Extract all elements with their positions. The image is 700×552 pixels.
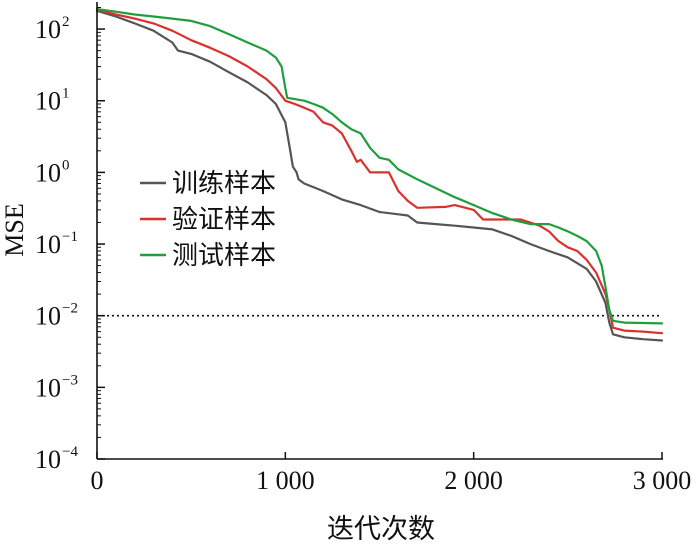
y-tick-label: 10 <box>35 302 61 331</box>
y-tick-label: 10 <box>35 445 61 474</box>
y-axis-title: MSE <box>0 203 29 256</box>
legend-label-2: 验证样本 <box>172 205 276 235</box>
y-tick-exponent: −2 <box>62 301 78 317</box>
x-tick-label: 1 000 <box>256 466 315 495</box>
y-tick-label: 10 <box>35 373 61 402</box>
y-tick-exponent: 0 <box>62 157 70 173</box>
plot-lines <box>95 8 664 342</box>
y-tick-label: 10 <box>35 15 61 44</box>
y-tick-exponent: −4 <box>62 444 78 460</box>
series-line-3 <box>95 8 664 325</box>
x-axis-title: 迭代次数 <box>327 514 435 545</box>
y-tick-label: 10 <box>35 87 61 116</box>
series-line-1 <box>95 9 664 342</box>
x-tick-label: 2 000 <box>444 466 503 495</box>
axes <box>96 2 663 460</box>
x-tick-label: 0 <box>91 466 104 495</box>
y-tick-label: 10 <box>35 230 61 259</box>
y-tick-exponent: −3 <box>62 372 78 388</box>
legend-label-1: 训练样本 <box>172 169 276 199</box>
x-tick-label: 3 000 <box>633 466 692 495</box>
y-tick-exponent: −1 <box>62 229 78 245</box>
series-line-2 <box>95 8 664 335</box>
y-tick-label: 10 <box>35 158 61 187</box>
y-tick-exponent: 1 <box>62 86 70 102</box>
y-tick-exponent: 2 <box>62 14 70 30</box>
legend-label-3: 测试样本 <box>172 241 276 271</box>
